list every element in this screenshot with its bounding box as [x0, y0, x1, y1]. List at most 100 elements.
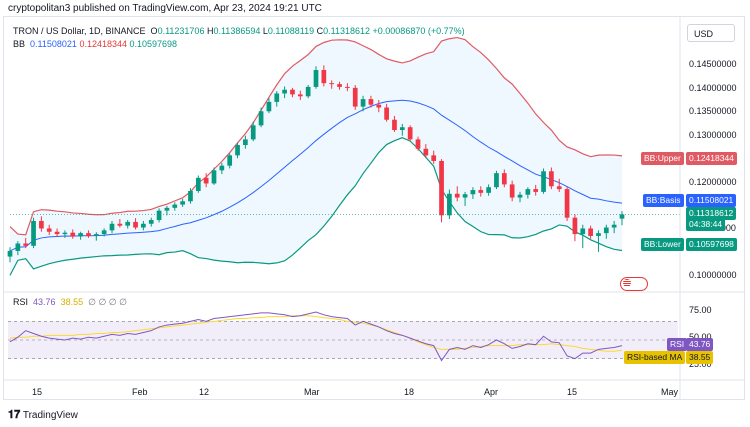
low-value: 0.11088119 — [267, 26, 315, 36]
currency-selector[interactable]: USD — [687, 24, 735, 42]
candle-body — [533, 189, 539, 192]
candle-body — [7, 250, 13, 257]
candle-body — [313, 70, 319, 87]
candle-body — [188, 190, 193, 202]
candle-body — [462, 194, 468, 198]
candle-body — [321, 70, 327, 84]
price-tick: 0.12000000 — [689, 176, 737, 187]
candle-body — [23, 243, 29, 246]
candle-body — [93, 234, 99, 236]
candle-body — [509, 184, 515, 198]
candle-body — [46, 228, 52, 232]
candle-body — [470, 190, 476, 195]
candle-body — [384, 107, 389, 120]
candle-body — [329, 83, 335, 85]
bb-fill — [10, 37, 622, 276]
time-tick: 12 — [199, 387, 210, 397]
rsi-line — [9, 311, 623, 362]
bb-basis-tag: BB:Basis — [643, 194, 684, 207]
price-tick: 0.14000000 — [689, 82, 737, 93]
candle-body — [54, 231, 60, 235]
low-label: L — [262, 26, 268, 36]
candle-body — [164, 207, 170, 211]
candle-body — [549, 171, 554, 187]
candle-body — [290, 89, 295, 95]
candle-body — [392, 119, 397, 131]
candle-body — [352, 87, 358, 107]
countdown-tag: 04:38:44 — [686, 218, 726, 231]
time-tick: Apr — [484, 387, 499, 397]
bb-upper-line — [9, 36, 623, 236]
candle-body — [423, 148, 429, 156]
candle-body — [494, 173, 499, 188]
bb-lower-tag: BB:Lower — [641, 238, 684, 251]
candle-body — [345, 86, 350, 88]
rsi-legend-value: 43.76 — [33, 297, 56, 307]
flag-icon — [623, 279, 631, 287]
candle-body — [282, 89, 287, 94]
price-tick: 0.13000000 — [689, 129, 737, 140]
bb-upper-value: 0.12418344 — [79, 39, 127, 49]
bb-legend[interactable]: BB 0.11508021 0.12418344 0.10597698 — [13, 39, 177, 49]
rsi-ma-tag-value: 38.55 — [686, 351, 714, 364]
bb-upper-tag: BB:Upper — [641, 152, 684, 165]
bb-lower-value: 0.10597698 — [129, 39, 178, 49]
time-tick: May — [661, 387, 679, 397]
close-value: 0.11318612 — [323, 26, 371, 36]
rsi-ma-tag-label: RSI-based MA — [624, 351, 686, 364]
candle-body — [603, 227, 609, 234]
symbol-legend[interactable]: TRON / US Dollar, 1D, BINANCE O0.1123170… — [13, 26, 465, 36]
rsi-tag-value: 43.76 — [686, 338, 714, 351]
candle-body — [258, 111, 264, 126]
candle-body — [431, 155, 437, 161]
candle-body — [31, 220, 36, 246]
candle-body — [407, 127, 413, 140]
candle-body — [376, 104, 382, 108]
rsi-axis-75: 75.00 — [689, 305, 712, 315]
price-tick: 0.14500000 — [689, 59, 737, 70]
candle-body — [243, 139, 248, 146]
candle-body — [15, 243, 21, 251]
symbol-title: TRON / US Dollar, 1D, BINANCE — [13, 26, 146, 36]
candle-body — [86, 233, 91, 236]
rsi-band — [8, 321, 678, 359]
candle-body — [415, 139, 421, 149]
bb-lower-line — [9, 137, 623, 276]
candle-body — [541, 171, 546, 192]
candle-body — [297, 94, 303, 97]
high-value: 0.11386594 — [213, 26, 261, 36]
tradingview-logo[interactable]: 𝟏𝟕 TradingView — [8, 409, 78, 422]
price-tag: 0.11318612 — [686, 207, 737, 220]
time-tick: 15 — [567, 387, 578, 397]
candle-body — [360, 99, 366, 107]
high-label: H — [206, 26, 214, 36]
candle-body — [525, 189, 531, 195]
candle-body — [180, 201, 185, 205]
candle-body — [399, 127, 405, 131]
candle-body — [227, 155, 233, 166]
candle-body — [619, 214, 625, 219]
candle-body — [486, 187, 491, 193]
candle-body — [447, 193, 452, 216]
candle-body — [337, 84, 342, 87]
candle-body — [70, 232, 76, 237]
rsi-axis-50: 50.00 — [689, 332, 712, 342]
economic-events-icon[interactable] — [620, 277, 648, 291]
candle-body — [117, 223, 123, 226]
candle-body — [141, 223, 146, 228]
candle-body — [250, 125, 256, 140]
price-tick: 0.13500000 — [689, 106, 737, 117]
candle-body — [439, 160, 444, 216]
time-tick: Mar — [304, 387, 320, 397]
time-tick: Feb — [132, 387, 148, 397]
candle-body — [78, 233, 83, 237]
bb-upper-tag-value: 0.12418344 — [686, 152, 737, 165]
candle-body — [62, 232, 68, 235]
candle-body — [305, 86, 311, 97]
rsi-legend[interactable]: RSI 43.76 38.55 ∅ ∅ ∅ ∅ — [13, 297, 127, 308]
candle-body — [556, 186, 562, 190]
candle-body — [454, 193, 460, 198]
change-value: +0.00086870 (+0.77%) — [372, 26, 465, 36]
candle-body — [195, 177, 201, 191]
